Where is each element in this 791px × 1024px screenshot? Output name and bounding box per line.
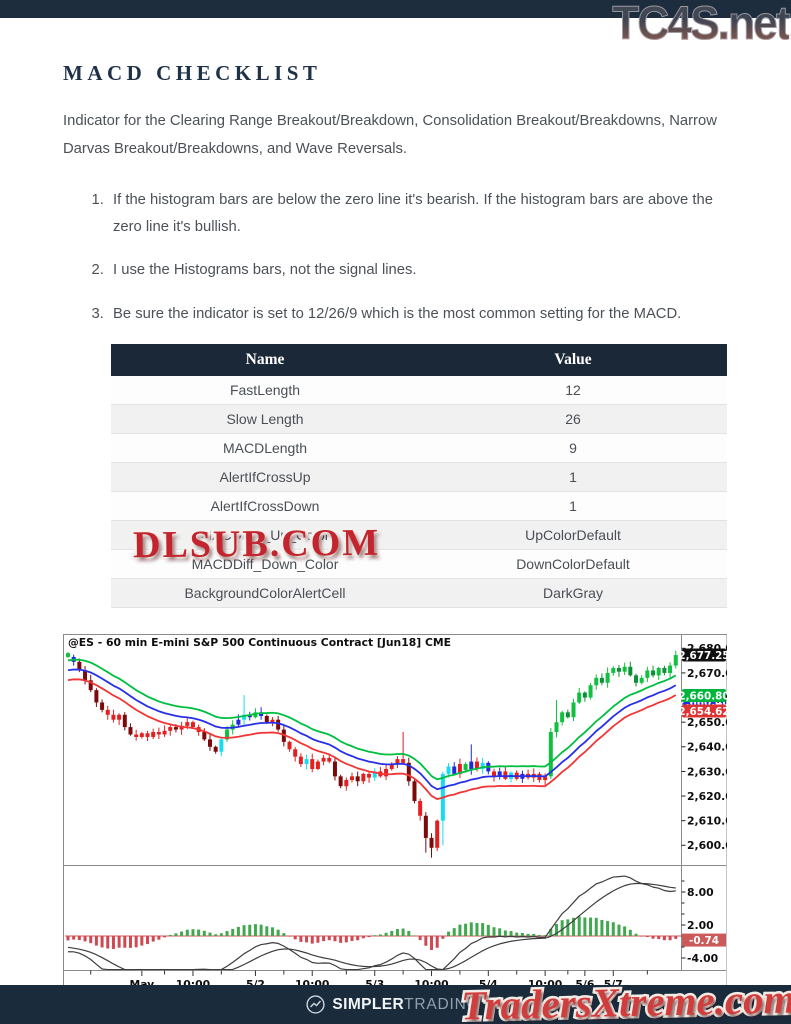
svg-text:-4.00: -4.00 — [687, 952, 718, 965]
simpler-trading-logo: SIMPLER TRADING ® — [0, 985, 791, 1024]
table-row: AlertIfCrossDown 1 — [111, 491, 727, 522]
table-row: MACDDiff_Down_Color DownColorDefault — [111, 549, 727, 580]
checklist-item-3: Be sure the indicator is set to 12/26/9 … — [108, 301, 727, 328]
table-row: BackgroundColorAlertCell DarkGray — [111, 578, 727, 609]
watermark-tc4s: TC4S.net — [612, 0, 791, 49]
page-content: MACD CHECKLIST Indicator for the Clearin… — [63, 18, 740, 1001]
checklist-item-2: I use the Histograms bars, not the signa… — [108, 257, 727, 284]
brand-trading: TRADING — [404, 995, 480, 1013]
table-row: Slow Length 26 — [111, 404, 727, 435]
table-row: MACDDiff_Up_Color UpColorDefault — [111, 520, 727, 551]
checklist-item-1: If the histogram bars are below the zero… — [108, 187, 727, 242]
table-cell: 26 — [419, 404, 727, 435]
watermark-dlsub: DLSUB.COM — [130, 519, 384, 570]
table-cell: Slow Length — [111, 404, 419, 435]
table-cell: AlertIfCrossDown — [111, 491, 419, 522]
checklist: If the histogram bars are below the zero… — [63, 187, 727, 328]
svg-text:2,650.00: 2,650.00 — [687, 716, 727, 729]
brand-simpler: SIMPLER — [332, 995, 405, 1013]
watermark-tradersxtreme: TradersXtreme.com — [458, 973, 791, 1024]
table-cell: AlertIfCrossUp — [111, 462, 419, 493]
table-cell: 9 — [419, 433, 727, 464]
table-cell: BackgroundColorAlertCell — [111, 578, 419, 609]
table-cell: 1 — [419, 491, 727, 522]
table-cell: FastLength — [111, 376, 419, 406]
svg-text:8.00: 8.00 — [687, 886, 714, 899]
svg-text:@ES - 60 min E-mini S&P 500 C: @ES - 60 min E-mini S&P 500 Continuous C… — [68, 636, 451, 649]
price-axis: 2,600.00 2,610.00 2,620.00 2,630.00 2,640.00… — [678, 642, 740, 852]
table-cell: DarkGray — [419, 578, 727, 609]
svg-text:2,670.00: 2,670.00 — [687, 667, 727, 680]
top-bar — [0, 0, 791, 18]
svg-text:2,660.80: 2,660.80 — [678, 690, 727, 702]
table-cell: 1 — [419, 462, 727, 493]
registered-mark: ® — [479, 995, 485, 1002]
table-cell: DownColorDefault — [419, 549, 727, 580]
table-cell: UpColorDefault — [419, 520, 727, 551]
table-cell: MACDDiff_Down_Color — [111, 549, 419, 580]
intro-paragraph: Indicator for the Clearing Range Breakou… — [63, 113, 717, 157]
price-chart: 2,600.00 2,610.00 2,620.00 2,630.00 2,640.00… — [63, 634, 740, 1001]
table-row: MACDLength 9 — [111, 433, 727, 464]
table-cell: 12 — [419, 376, 727, 406]
table-cell: MACDDiff_Up_Color — [111, 520, 419, 551]
settings-table: Name Value FastLength 12 Slow Length 26 MACD… — [111, 344, 727, 609]
page-title: MACD CHECKLIST — [63, 61, 322, 85]
table-cell: MACDLength — [111, 433, 419, 464]
svg-text:2,630.00: 2,630.00 — [687, 765, 727, 778]
col-header-name: Name — [111, 344, 419, 377]
svg-text:2,600.00: 2,600.00 — [687, 839, 727, 852]
svg-text:2,610.00: 2,610.00 — [687, 815, 727, 828]
footer-bar: SIMPLER TRADING ® TradersXtreme.com — [0, 973, 791, 1024]
svg-text:2,677.25: 2,677.25 — [678, 650, 727, 662]
table-row: FastLength 12 — [111, 376, 727, 406]
macd-axis: 8.00 2.00 -4.00 -0.74 — [681, 880, 726, 965]
pulse-circle-icon — [306, 995, 325, 1014]
svg-text:2,620.00: 2,620.00 — [687, 790, 727, 803]
svg-text:2,654.62: 2,654.62 — [678, 706, 727, 718]
settings-table-wrap: Name Value FastLength 12 Slow Length 26 MACD… — [111, 344, 727, 609]
ma-bands — [67, 658, 677, 801]
svg-text:2,640.00: 2,640.00 — [687, 741, 727, 754]
macd-pane — [65, 875, 681, 971]
svg-text:-0.74: -0.74 — [689, 935, 719, 947]
table-header-row: Name Value — [111, 344, 727, 377]
svg-text:2.00: 2.00 — [687, 919, 714, 932]
table-row: AlertIfCrossUp 1 — [111, 462, 727, 493]
col-header-value: Value — [419, 344, 727, 377]
